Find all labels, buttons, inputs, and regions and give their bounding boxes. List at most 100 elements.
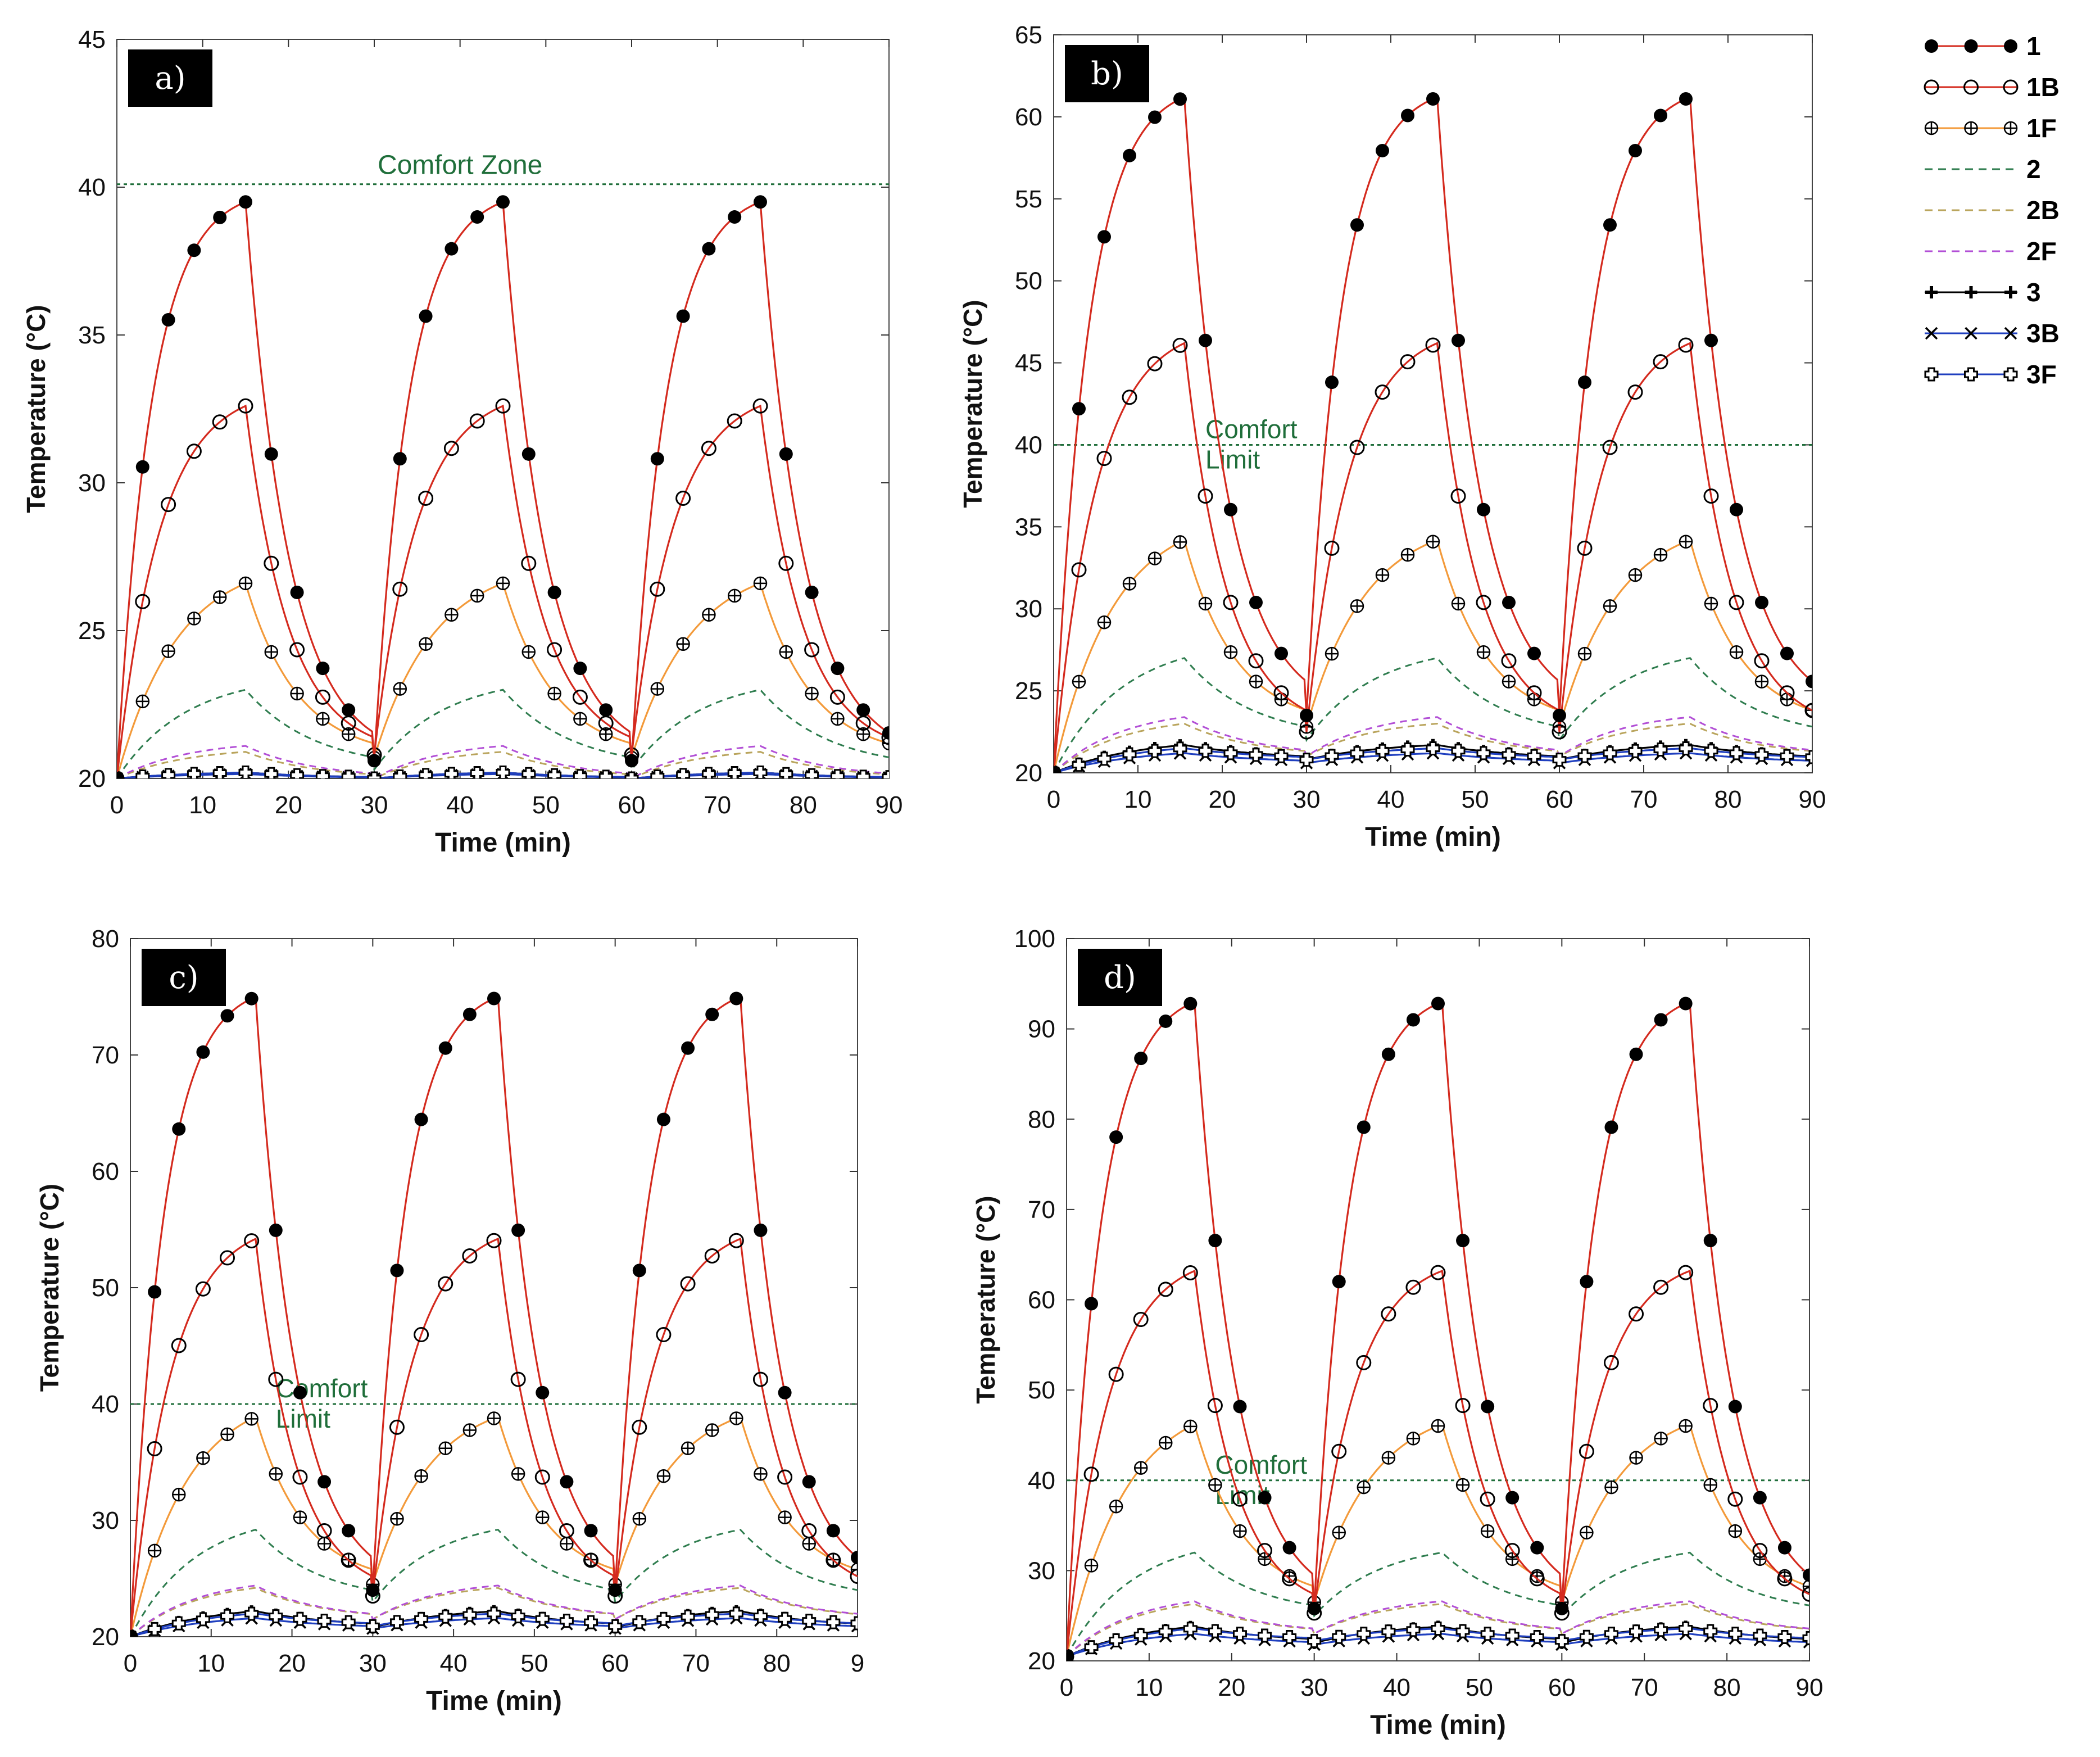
series-3F-point — [547, 768, 562, 778]
series-1F-point-cross — [1679, 1420, 1692, 1433]
series-1-point — [1481, 1400, 1495, 1414]
x-tick-label: 80 — [763, 1650, 791, 1677]
series-1F-point-cross — [779, 645, 792, 658]
legend-marker — [2003, 367, 2018, 382]
y-tick-label: 60 — [1015, 103, 1042, 131]
series-1F-point-cross — [1073, 675, 1085, 688]
series-1F-point — [1703, 1478, 1717, 1492]
series-1-point — [1109, 1130, 1123, 1144]
series-3F-point — [1653, 742, 1668, 757]
series-1B-point — [1182, 1265, 1198, 1281]
series-1F-point-cross — [1730, 646, 1743, 659]
series-1B-point — [1703, 488, 1719, 504]
series-3F-point — [365, 1619, 380, 1633]
legend-item-3: 3 — [1925, 278, 2041, 307]
series-1-point — [220, 1009, 234, 1023]
series-1-point — [1755, 595, 1768, 609]
series-1B-point — [1455, 1398, 1471, 1414]
series-1F-point-cross — [536, 1511, 549, 1524]
series-1B — [1067, 1265, 1809, 1661]
y-tick-label: 45 — [1015, 350, 1042, 377]
y-tick-label: 50 — [1028, 1376, 1055, 1404]
series-3F-point — [778, 1611, 792, 1626]
series-3F-point — [393, 769, 407, 778]
series-3F-point — [1097, 751, 1112, 766]
series-1F-point — [650, 682, 665, 696]
series-3F-point — [341, 1615, 356, 1629]
series-1F-point-cross — [548, 687, 561, 700]
y-tick-label: 40 — [1015, 431, 1042, 459]
series-1B-point — [801, 1523, 817, 1538]
series-1-point — [213, 210, 227, 224]
series-1-point — [293, 1385, 307, 1400]
series-1-point — [366, 1583, 380, 1597]
x-tick-label: 50 — [520, 1650, 548, 1677]
series-1F-point-cross — [1110, 1500, 1123, 1513]
series-1F-point-cross — [706, 1424, 719, 1437]
chart-panel-3: 0 10 20 30 40 50 60 70 80 9 20 30 40 50 60 70 80 Time (mi… — [35, 925, 864, 1716]
series-1B-point — [1405, 1279, 1421, 1295]
series-1B-point — [727, 413, 742, 429]
series-1F-point — [656, 1469, 671, 1483]
series-3F-point — [462, 1607, 477, 1622]
series-1B-point — [1579, 1443, 1594, 1459]
series-2F — [130, 1584, 858, 1637]
series-1-point — [656, 1112, 670, 1126]
series-3F-point — [1604, 1627, 1618, 1641]
series-3F-point — [856, 769, 870, 778]
series-1F-point-cross — [851, 1563, 858, 1576]
series-3F-point — [681, 1609, 695, 1624]
series-1F-point-cross — [633, 1513, 646, 1525]
series-1F-point — [414, 1469, 428, 1483]
series-1-point — [805, 586, 819, 600]
series-3F-point — [1780, 749, 1794, 763]
series-1F-point — [632, 1511, 647, 1526]
series-1B-point — [1577, 540, 1593, 556]
x-axis-label: Time (min) — [1370, 1710, 1506, 1740]
series-3F-point — [753, 765, 768, 778]
series-1B-point — [389, 1419, 405, 1435]
series-1-point — [1806, 674, 1812, 689]
series-1F-point — [705, 1423, 719, 1437]
series-1F-point-cross — [439, 1442, 452, 1455]
series-3F-point — [608, 1619, 623, 1633]
series-3F-point — [1406, 1623, 1421, 1637]
series-1-point — [521, 447, 536, 461]
series-1B-point — [1653, 354, 1668, 370]
series-2 — [1067, 1551, 1809, 1657]
series-3F-point — [1579, 1629, 1594, 1644]
legend-marker — [1965, 327, 1977, 340]
series-1F-point — [676, 637, 690, 651]
series-1F-point-cross — [1630, 1451, 1643, 1464]
x-tick-label: 70 — [682, 1650, 710, 1677]
series-1-point — [1580, 1275, 1594, 1289]
series-1B-point — [1381, 1306, 1396, 1322]
series-1B-point — [289, 642, 305, 658]
series-1-point — [702, 242, 716, 256]
series-1F-point-cross — [1729, 1525, 1741, 1538]
series-1B-point — [1122, 390, 1137, 405]
series-1B-point — [583, 1552, 599, 1568]
series-1-point — [511, 1223, 525, 1237]
series-1F-point — [1133, 1461, 1148, 1475]
series-1F-point — [1233, 1524, 1247, 1538]
series-1F-point-cross — [293, 1511, 306, 1524]
panel-letter: d) — [1104, 959, 1136, 996]
series-1-point — [560, 1475, 574, 1489]
series-1F — [130, 1411, 858, 1637]
series-1F-point — [1072, 674, 1086, 689]
series-1F-point-cross — [831, 712, 844, 725]
series-1F-point — [1208, 1478, 1222, 1492]
series-1-point — [754, 1223, 768, 1237]
series-3F-point — [1183, 1622, 1198, 1636]
series-1B-point — [1729, 595, 1744, 610]
series-3F-point — [1173, 741, 1187, 756]
legend-marker — [2004, 39, 2017, 53]
series-1F-point-cross — [1098, 616, 1110, 629]
series-1B-point — [1777, 1571, 1793, 1587]
series-1F-point — [1183, 1419, 1198, 1434]
series-1F-point — [1223, 645, 1238, 659]
series-1F-point — [1604, 1480, 1618, 1495]
series-2-line — [1054, 657, 1812, 773]
series-3F-point — [1451, 744, 1466, 758]
